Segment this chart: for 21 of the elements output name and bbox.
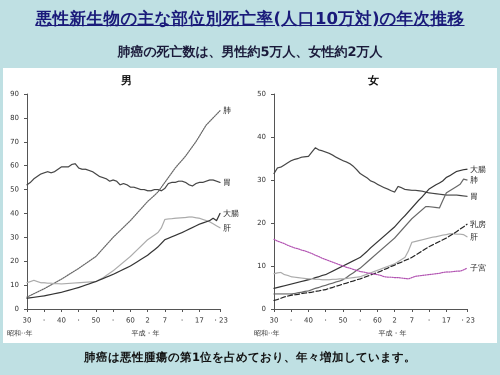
series-label: 大腸 bbox=[223, 208, 239, 218]
chart-title: 女 bbox=[367, 74, 379, 87]
series-label: 肺 bbox=[470, 176, 478, 184]
series-label: 肝 bbox=[223, 223, 231, 232]
text: 肺癌の死亡数は、男性約5万人、女性約2万人 bbox=[117, 44, 383, 61]
line-series bbox=[273, 147, 468, 197]
line-series bbox=[26, 216, 221, 285]
series-label: 乳房 bbox=[470, 220, 486, 229]
line-series bbox=[26, 110, 221, 298]
line-series bbox=[26, 163, 221, 192]
series-label: 胃 bbox=[223, 178, 231, 187]
series-label: 肝 bbox=[470, 232, 478, 242]
line-series bbox=[273, 224, 468, 301]
text: 肺癌は悪性腫瘍の第1位を占めており、年々増加しています。 bbox=[84, 350, 416, 364]
series-label: 子宮 bbox=[470, 264, 486, 273]
series-label: 肺 bbox=[223, 106, 231, 116]
series-label: 胃 bbox=[470, 192, 478, 201]
text: 悪性新生物の主な部位別死亡率(人口10万対)の年次推移 bbox=[35, 8, 465, 30]
line-series bbox=[26, 212, 221, 299]
chart-title: 男 bbox=[120, 74, 132, 87]
series-label: 大腸 bbox=[470, 164, 486, 174]
